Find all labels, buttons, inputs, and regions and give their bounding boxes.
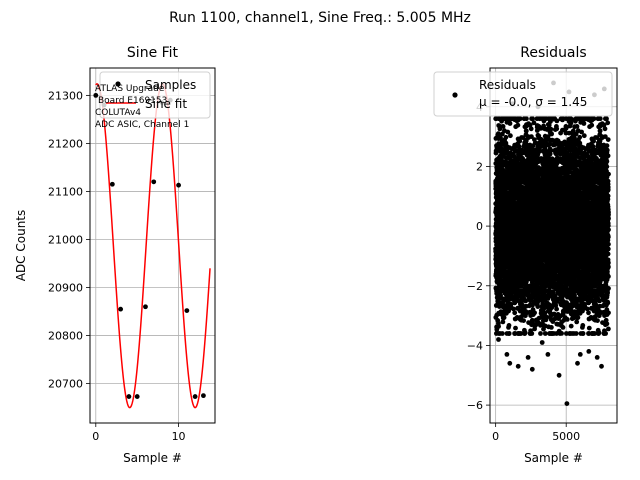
sine-fit-legend-fit-label: Sine fit <box>145 97 187 111</box>
residual-point <box>501 315 507 320</box>
sample-point <box>143 304 148 310</box>
sample-point <box>126 394 132 399</box>
sine-fit-ytick-label: 21100 <box>48 185 83 198</box>
sine-fit-legend-samples-label: Samples <box>145 78 196 92</box>
sine-fit-annotation: ATLAS Upgrade Board E169153 COLUTAv4 ADC… <box>95 84 189 130</box>
residuals-title: Residuals <box>520 45 586 61</box>
sine-fit-xtick-label: 0 <box>92 430 99 443</box>
sine-fit-plot-frame <box>89 67 216 424</box>
residual-point <box>523 128 529 134</box>
annotation-line-2: Board E169153 <box>98 96 167 106</box>
residual-point <box>517 116 523 122</box>
sine-fit-title: Sine Fit <box>127 45 179 61</box>
sample-point <box>93 92 99 98</box>
residual-point <box>532 310 537 316</box>
sample-point <box>109 181 115 187</box>
residual-point <box>503 134 509 140</box>
residual-point <box>542 331 548 336</box>
sine-fit-legend-samples-marker <box>115 81 121 87</box>
residual-point <box>511 153 517 159</box>
residual-point <box>549 131 554 137</box>
residual-point <box>554 126 560 132</box>
residual-point <box>528 126 534 132</box>
residuals-points-group <box>493 80 611 406</box>
figure-suptitle: Run 1100, channel1, Sine Freq.: 5.005 MH… <box>169 10 471 26</box>
residual-point <box>500 124 506 129</box>
sample-point <box>176 182 181 188</box>
sine-fit-legend: Samples Sine fit <box>99 71 211 119</box>
sine-fit-line-group <box>95 83 211 409</box>
sine-fit-ytick-label: 21000 <box>48 233 83 246</box>
sine-fit-legend-box <box>99 71 211 119</box>
annotation-line-4: ADC ASIC, Channel 1 <box>95 120 189 130</box>
residual-point <box>554 306 559 312</box>
residual-point <box>505 129 511 135</box>
residual-point <box>549 325 554 330</box>
residual-point <box>535 304 541 309</box>
sine-fit-line <box>95 83 211 409</box>
sample-point <box>184 308 190 313</box>
residual-point <box>521 318 526 323</box>
sine-fit-ylabel: ADC Counts <box>14 210 28 282</box>
residual-point <box>560 325 566 330</box>
sine-fit-xlabel: Sample # <box>123 451 182 465</box>
sample-point <box>201 393 206 399</box>
residual-point <box>530 116 535 122</box>
sine-fit-ytick-label: 20900 <box>48 282 83 295</box>
residual-point <box>524 116 529 122</box>
residual-point <box>515 122 521 128</box>
sine-fit-xtick-label: 10 <box>172 430 186 443</box>
annotation-line-3: COLUTAv4 <box>95 108 141 118</box>
residual-point <box>523 298 529 304</box>
residual-point <box>506 331 512 336</box>
residual-point <box>538 331 543 336</box>
residual-point <box>513 325 518 331</box>
sample-point <box>192 394 198 399</box>
residual-point <box>548 126 554 132</box>
sample-point <box>151 179 157 185</box>
residual-point <box>499 331 505 336</box>
residual-point <box>496 324 501 329</box>
residual-point <box>497 304 502 309</box>
sample-point <box>118 306 124 312</box>
sine-fit-ytick-label: 20800 <box>48 330 83 343</box>
residual-point <box>529 331 535 336</box>
sine-fit-axes: Sine Fit 0 10 20700 20800 20900 21000 21100 212… <box>14 45 216 465</box>
annotation-line-1: ATLAS Upgrade <box>95 84 165 94</box>
residual-point <box>522 330 528 336</box>
residual-point <box>503 140 509 146</box>
sine-fit-ticks: 0 10 20700 20800 20900 21000 21100 21200 21300 <box>48 89 186 443</box>
sine-fit-plot-background <box>90 68 215 423</box>
sine-fit-ytick-label: 21300 <box>48 89 83 102</box>
residual-point <box>559 331 564 336</box>
residual-point <box>506 323 512 328</box>
residual-point <box>495 131 501 137</box>
residual-point <box>512 310 518 316</box>
residual-point <box>511 306 516 312</box>
residual-point <box>517 138 523 144</box>
sample-point <box>134 394 140 399</box>
sine-fit-ytick-label: 21200 <box>48 137 83 150</box>
residual-point <box>507 121 513 126</box>
residual-point <box>518 331 524 336</box>
residual-point <box>508 133 513 139</box>
sine-fit-ytick-label: 20700 <box>48 378 83 391</box>
residual-point <box>500 319 506 325</box>
